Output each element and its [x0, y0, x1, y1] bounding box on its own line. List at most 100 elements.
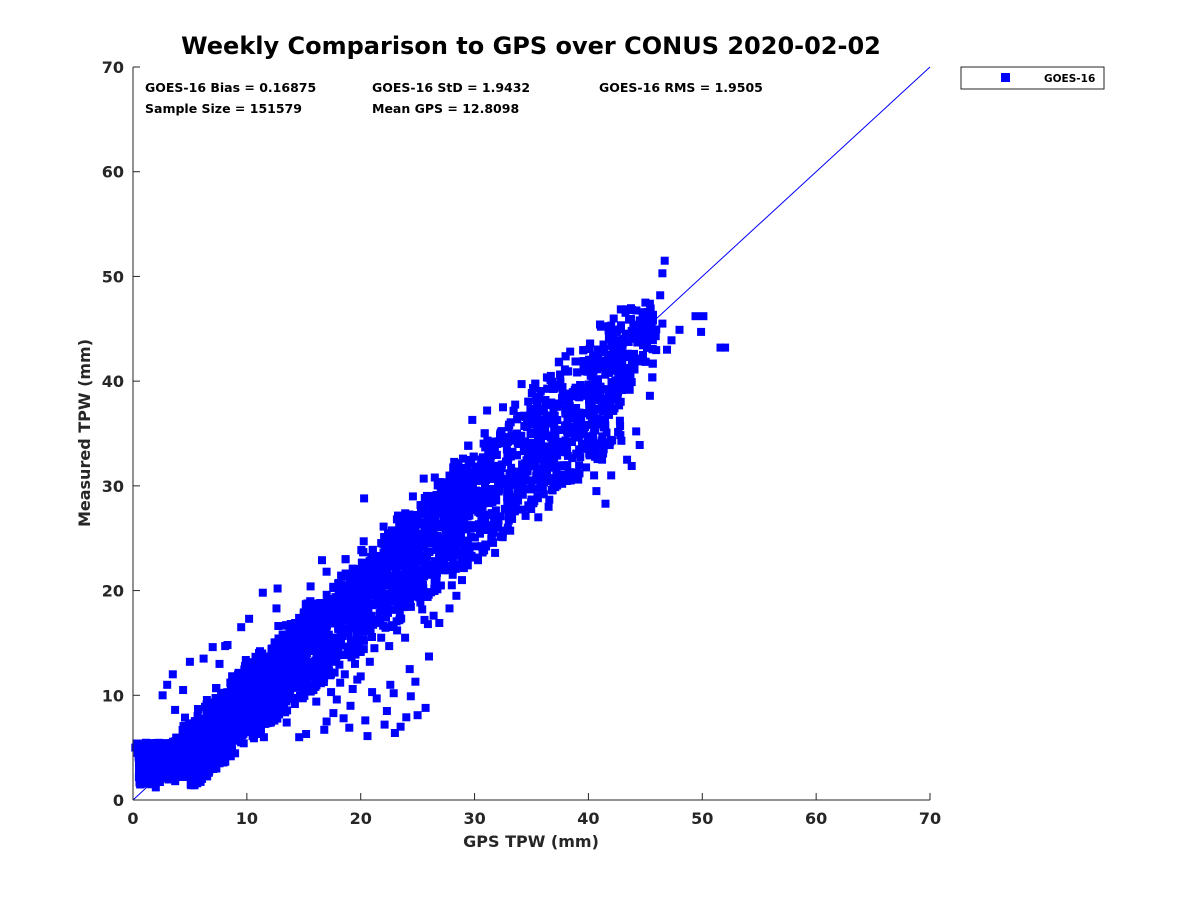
data-point: [580, 409, 589, 417]
data-point: [217, 689, 226, 698]
data-point: [394, 511, 403, 520]
data-point: [590, 375, 599, 384]
data-point: [155, 777, 164, 786]
data-point: [334, 586, 343, 595]
data-point: [368, 545, 377, 554]
data-point: [455, 488, 464, 497]
data-point: [371, 557, 380, 566]
data-point: [268, 676, 277, 685]
data-point: [386, 581, 395, 590]
data-point: [524, 450, 532, 459]
data-point: [529, 384, 537, 393]
data-point: [163, 773, 172, 782]
data-point: [226, 695, 235, 704]
data-point: [301, 644, 310, 653]
data-point: [202, 696, 211, 704]
data-point: [411, 511, 420, 520]
data-point: [340, 606, 349, 615]
data-point: [618, 373, 627, 382]
data-point: [533, 401, 542, 409]
data-point: [568, 438, 576, 446]
data-point: [620, 379, 629, 388]
data-point: [446, 484, 455, 493]
data-point: [310, 628, 319, 637]
data-point: [471, 474, 479, 483]
data-point: [379, 548, 388, 557]
data-point: [625, 385, 634, 394]
data-point: [518, 474, 527, 483]
data-point: [360, 595, 369, 604]
data-point: [447, 478, 456, 487]
data-point: [515, 412, 524, 421]
data-point: [617, 348, 625, 357]
data-point: [171, 777, 180, 786]
data-point: [455, 476, 464, 485]
data-point: [458, 470, 467, 479]
data-point: [169, 772, 178, 781]
data-point: [312, 611, 321, 620]
data-point: [563, 414, 572, 423]
data-point: [376, 569, 384, 578]
data-point: [604, 362, 613, 371]
data-point: [255, 672, 264, 681]
data-point: [570, 386, 579, 395]
data-point: [361, 584, 370, 593]
data-point: [257, 665, 266, 674]
data-point: [504, 454, 513, 463]
data-point: [211, 725, 220, 733]
data-point: [460, 500, 469, 509]
data-point: [284, 638, 293, 647]
data-point: [648, 359, 657, 368]
data-point: [362, 602, 371, 611]
data-point: [321, 638, 330, 647]
data-point: [411, 566, 420, 575]
data-point: [436, 478, 445, 487]
data-point: [386, 550, 395, 559]
data-point: [628, 331, 637, 340]
data-point: [517, 380, 526, 389]
data-point: [454, 459, 463, 468]
data-point: [638, 308, 647, 317]
data-point: [292, 632, 301, 641]
data-point: [521, 412, 530, 421]
data-point: [415, 541, 424, 550]
data-point: [459, 454, 467, 463]
data-point: [477, 461, 486, 470]
data-point: [503, 437, 512, 446]
data-point: [586, 339, 595, 348]
data-point: [345, 606, 354, 615]
data-point: [210, 719, 219, 728]
data-point: [469, 452, 478, 461]
data-point: [468, 496, 477, 505]
data-point: [450, 457, 459, 466]
data-point: [648, 345, 657, 354]
data-point: [212, 733, 221, 741]
data-point: [355, 584, 364, 593]
data-point: [642, 339, 651, 347]
data-point: [187, 748, 196, 757]
data-point: [626, 315, 635, 324]
data-point: [181, 713, 189, 722]
data-point: [274, 622, 283, 630]
data-points: [131, 256, 730, 792]
data-point: [630, 365, 639, 374]
data-point: [413, 532, 422, 541]
data-point: [295, 613, 304, 622]
data-point: [608, 341, 617, 349]
data-point: [316, 630, 325, 639]
data-point: [347, 602, 356, 611]
data-point: [536, 387, 545, 396]
data-point: [489, 474, 498, 483]
data-point: [464, 441, 473, 450]
data-point: [367, 553, 376, 561]
data-point: [567, 408, 576, 417]
data-point: [564, 367, 573, 376]
data-point: [612, 341, 621, 350]
data-point: [402, 534, 411, 543]
data-point: [219, 732, 228, 741]
data-point: [387, 537, 396, 546]
data-point: [202, 700, 211, 709]
data-point: [345, 576, 354, 585]
data-point: [331, 619, 340, 628]
